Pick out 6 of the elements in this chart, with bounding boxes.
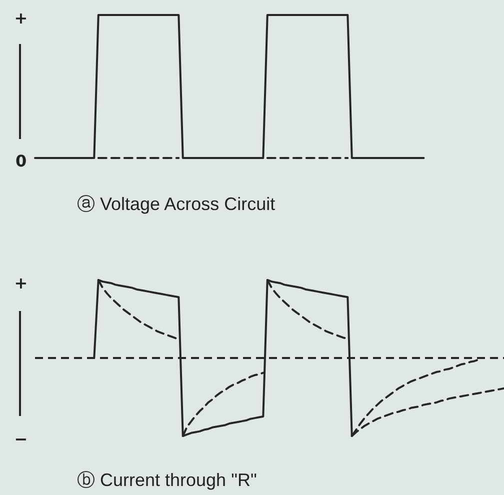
text: ⓑ Current through "R" [77,470,257,490]
text: ⓐ Voltage Across Circuit [77,194,276,214]
text: + [14,8,28,28]
text: − [14,430,28,448]
text: + [14,274,28,292]
text: 0 [15,152,27,170]
